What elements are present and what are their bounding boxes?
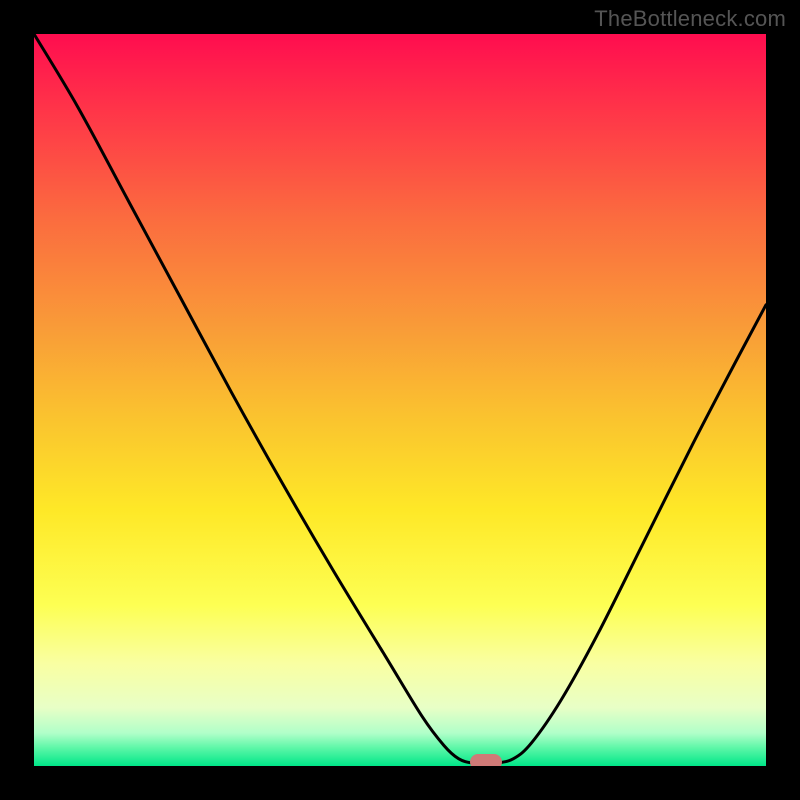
watermark-text: TheBottleneck.com bbox=[594, 6, 786, 32]
bottleneck-curve bbox=[34, 34, 766, 766]
plot-area bbox=[34, 34, 766, 766]
optimal-marker bbox=[470, 754, 502, 766]
